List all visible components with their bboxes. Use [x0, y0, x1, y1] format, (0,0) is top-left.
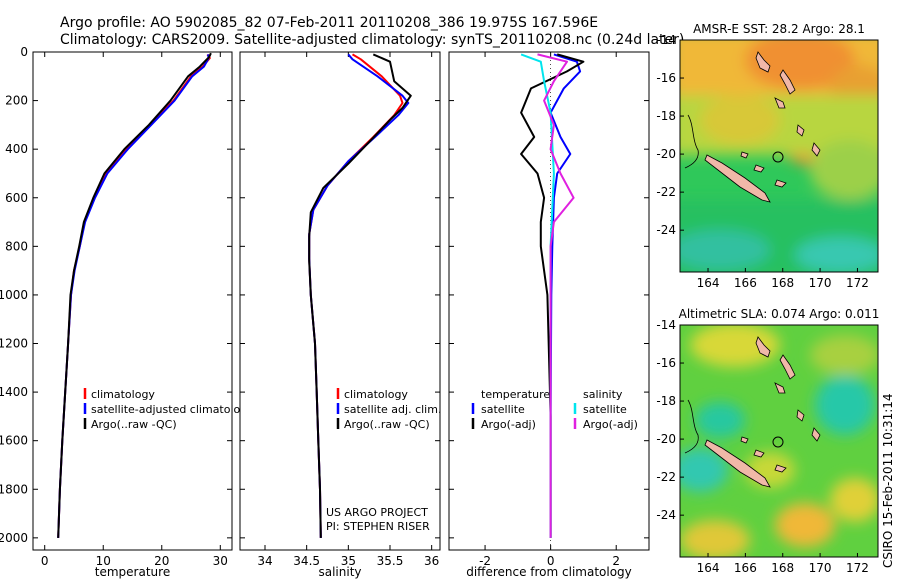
title-line-2: Climatology: CARS2009. Satellite-adjuste…: [60, 32, 684, 48]
legend-label: Argo(-adj): [583, 418, 638, 431]
legend-label: Argo(..raw -QC): [91, 418, 177, 431]
y-tick-label: 200: [5, 94, 28, 108]
x-tick-label: 0: [41, 554, 49, 568]
map-y-tick-label: -16: [656, 71, 676, 85]
map-y-tick-label: -20: [656, 147, 676, 161]
map-y-tick-label: -20: [656, 432, 676, 446]
y-tick-label: 1400: [0, 385, 28, 399]
sst-map: AMSR-E SST: 28.2 Argo: 28.1 164 166 1: [656, 22, 879, 290]
x-tick-label: 10: [96, 554, 111, 568]
legend-label: satellite: [583, 403, 627, 416]
x-tick-label: 34: [257, 554, 272, 568]
sla-chesterfield-reef: [684, 399, 699, 454]
map-x-tick-label: 168: [771, 276, 794, 290]
sla-map: Altimetric SLA: 0.074 Argo: 0.011 164 166…: [656, 307, 880, 575]
x-tick-label: 0: [547, 554, 555, 568]
sla-loyalty-islands: [740, 436, 787, 473]
x-tick-label: -2: [479, 554, 491, 568]
x-tick-label: 20: [154, 554, 169, 568]
y-tick-label: 1000: [0, 288, 28, 302]
legend-title: temperature: [481, 388, 550, 401]
sla-map-title: Altimetric SLA: 0.074 Argo: 0.011: [679, 307, 880, 321]
y-tick-label: 800: [5, 239, 28, 253]
y-tick-label: 1600: [0, 434, 28, 448]
legend-label: Argo(..raw -QC): [344, 418, 430, 431]
map-y-tick-label: -18: [656, 394, 676, 408]
map-y-tick-label: -22: [656, 470, 676, 484]
map-x-tick-label: 172: [846, 276, 869, 290]
map-x-tick-label: 164: [697, 276, 720, 290]
map-x-tick-label: 170: [809, 276, 832, 290]
temperature-panel: 0 10 20 30 temperature 0 200 400 600 800 1000 1200 1…: [0, 45, 254, 579]
map-x-tick-label: 168: [771, 561, 794, 575]
legend-label: satellite-adjusted climatology: [91, 403, 254, 416]
salinity-panel: 34 34.5 35 35.5 36 salinity climatology satelli…: [239, 51, 441, 579]
y-tick-label: 400: [5, 142, 28, 156]
map-x-tick-label: 164: [697, 561, 720, 575]
sst-vanuatu-land: [755, 51, 821, 157]
map-y-tick-label: -24: [656, 223, 676, 237]
sla-new-caledonia-land: [704, 439, 771, 488]
map-x-tick-label: 172: [846, 561, 869, 575]
legend-label: climatology: [344, 388, 408, 401]
legend-label: satellite adj. clim.: [344, 403, 441, 416]
map-y-tick-label: -22: [656, 185, 676, 199]
sst-chesterfield-reef: [684, 114, 699, 169]
x-tick-label: 35: [341, 554, 356, 568]
legend-title: salinity: [583, 388, 623, 401]
map-x-tick-label: 166: [734, 561, 757, 575]
sst-loyalty-islands: [740, 151, 787, 188]
x-tick-label: 35.5: [377, 554, 404, 568]
sst-map-title: AMSR-E SST: 28.2 Argo: 28.1: [693, 22, 865, 36]
series-line-sal-argo: [537, 53, 575, 538]
y-tick-label: 1200: [0, 337, 28, 351]
project-annotation: PI: STEPHEN RISER: [326, 520, 430, 533]
x-tick-label: 34.5: [293, 554, 320, 568]
x-axis-label: temperature: [95, 565, 170, 579]
project-annotation: US ARGO PROJECT: [326, 506, 428, 519]
sla-argo-marker: [772, 436, 784, 448]
plot-frame: [32, 51, 233, 551]
x-tick-label: 2: [612, 554, 620, 568]
series-line-argo: [308, 53, 412, 538]
plot-frame: [448, 51, 650, 551]
map-y-tick-label: -24: [656, 508, 676, 522]
x-tick-label: 36: [424, 554, 439, 568]
y-tick-label: 0: [20, 45, 28, 59]
map-y-tick-label: -18: [656, 109, 676, 123]
sst-new-caledonia-land: [704, 154, 771, 203]
sla-vanuatu-land: [755, 336, 821, 442]
map-y-tick-label: -14: [656, 33, 676, 47]
legend-label: satellite: [481, 403, 525, 416]
y-tick-label: 1800: [0, 482, 28, 496]
side-timestamp: CSIRO 15-Feb-2011 10:31:14: [881, 393, 895, 568]
y-tick-label: 2000: [0, 531, 28, 545]
map-y-tick-label: -16: [656, 356, 676, 370]
plot-frame: [239, 51, 441, 551]
x-axis-label: difference from climatology: [466, 565, 632, 579]
x-tick-label: 30: [213, 554, 228, 568]
y-tick-label: 600: [5, 191, 28, 205]
map-x-tick-label: 170: [809, 561, 832, 575]
sst-argo-marker: [772, 151, 784, 163]
x-axis-label: salinity: [318, 565, 361, 579]
legend-label: climatology: [91, 388, 155, 401]
map-y-tick-label: -14: [656, 318, 676, 332]
series-line-temp-argo: [520, 53, 585, 538]
map-x-tick-label: 166: [734, 276, 757, 290]
title-line-1: Argo profile: AO 5902085_82 07-Feb-2011 …: [60, 15, 598, 31]
legend-label: Argo(-adj): [481, 418, 536, 431]
series-line-argo: [57, 52, 212, 538]
